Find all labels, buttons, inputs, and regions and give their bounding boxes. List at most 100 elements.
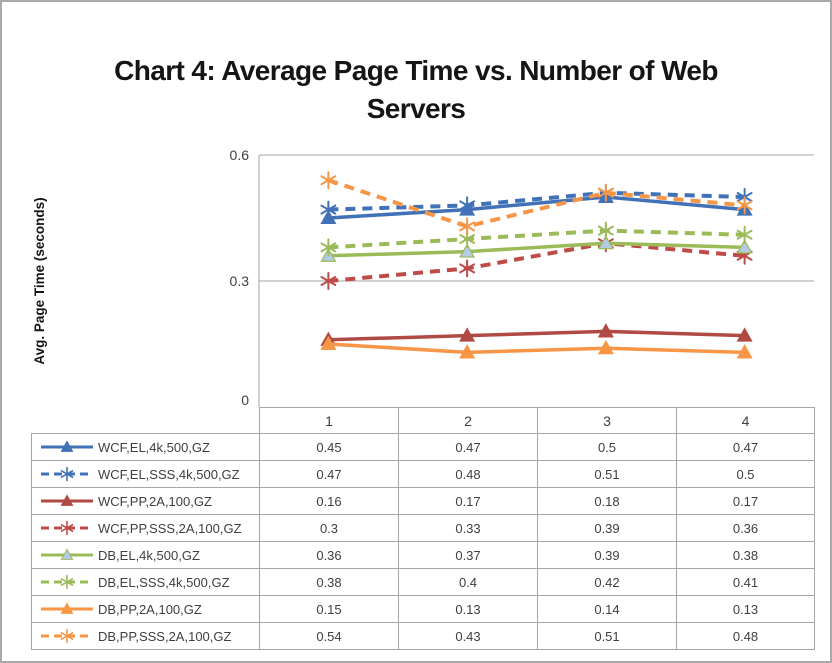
value-cell: 0.18 (537, 487, 677, 515)
asterisk-marker-icon (459, 221, 476, 232)
series-label-cell: WCF,EL,SSS,4k,500,GZ (31, 460, 260, 488)
y-tick-label: 0.6 (230, 147, 250, 163)
series-swatch-icon (41, 494, 93, 506)
asterisk-marker-icon (320, 276, 337, 286)
asterisk-marker-icon (320, 204, 337, 215)
asterisk-marker-icon (736, 200, 753, 211)
value-cell: 0.38 (676, 541, 815, 569)
triangle-marker-icon (736, 327, 753, 342)
triangle-marker-icon (60, 602, 74, 614)
value-cell: 0.51 (537, 460, 677, 488)
value-cell: 0.17 (676, 487, 815, 515)
triangle-marker-icon (597, 234, 614, 250)
value-cell: 0.51 (537, 622, 677, 650)
table-row: WCF,EL,SSS,4k,500,GZ 0.47 0.48 0.51 0.5 (31, 460, 815, 488)
table-row: DB,EL,SSS,4k,500,GZ 0.38 0.4 0.42 0.41 (31, 568, 815, 596)
table-row: DB,EL,4k,500,GZ 0.36 0.37 0.39 0.38 (31, 541, 815, 569)
triangle-marker-icon (459, 344, 476, 359)
value-cell: 0.14 (537, 595, 677, 623)
asterisk-marker-icon (60, 632, 74, 640)
series-name-label: WCF,EL,4k,500,GZ (98, 439, 210, 455)
series-label-cell: DB,PP,2A,100,GZ (31, 595, 260, 623)
asterisk-marker-icon (459, 200, 476, 211)
triangle-marker-icon (597, 323, 614, 338)
series-line (328, 228, 745, 250)
value-cell: 0.3 (259, 514, 399, 542)
series-name-label: DB,PP,SSS,2A,100,GZ (98, 628, 232, 644)
value-cell: 0.45 (259, 433, 399, 461)
y-tick-label: 0 (241, 392, 249, 408)
series-line (328, 241, 745, 283)
value-cell: 0.17 (398, 487, 538, 515)
value-cell: 0.5 (676, 460, 815, 488)
asterisk-marker-icon (60, 578, 74, 586)
category-label: 1 (259, 407, 399, 434)
value-cell: 0.39 (537, 541, 677, 569)
asterisk-marker-icon (459, 234, 476, 244)
series-swatch-icon (41, 602, 93, 614)
series-swatch-icon (41, 574, 93, 590)
series-label-cell: WCF,PP,SSS,2A,100,GZ (31, 514, 260, 542)
value-cell: 0.48 (398, 460, 538, 488)
series-line (327, 178, 745, 229)
series-swatch-icon (41, 466, 93, 482)
series-label-cell: DB,EL,SSS,4k,500,GZ (31, 568, 260, 596)
series-swatch-icon (41, 440, 93, 452)
chart-title-line-1: Chart 4: Average Page Time vs. Number of… (114, 55, 718, 86)
value-cell: 0.36 (259, 541, 399, 569)
value-cell: 0.41 (676, 568, 815, 596)
value-cell: 0.13 (676, 595, 815, 623)
series-name-label: DB,PP,2A,100,GZ (98, 601, 202, 617)
asterisk-marker-icon (60, 470, 74, 478)
asterisk-marker-icon (60, 524, 74, 532)
chart-data-table: 1 2 3 4 WCF,EL,4k,500,GZ 0.45 0.47 0.5 0.47 WCF,E… (31, 407, 815, 650)
value-cell: 0.54 (259, 622, 399, 650)
value-cell: 0.38 (259, 568, 399, 596)
category-label: 4 (676, 407, 815, 434)
series-label-cell: DB,PP,SSS,2A,100,GZ (31, 622, 260, 650)
series-label-cell: WCF,PP,2A,100,GZ (31, 487, 260, 515)
value-cell: 0.4 (398, 568, 538, 596)
asterisk-marker-icon (597, 225, 614, 236)
triangle-marker-icon (459, 327, 476, 342)
triangle-marker-icon (60, 548, 74, 560)
series-line (328, 190, 745, 212)
category-label: 3 (537, 407, 677, 434)
value-cell: 0.15 (259, 595, 399, 623)
asterisk-marker-icon (320, 242, 337, 253)
value-cell: 0.5 (537, 433, 677, 461)
value-cell: 0.48 (676, 622, 815, 650)
series-swatch-icon (41, 548, 93, 560)
table-row: DB,PP,SSS,2A,100,GZ 0.54 0.43 0.51 0.48 (31, 622, 815, 650)
series-name-label: DB,EL,SSS,4k,500,GZ (98, 574, 230, 590)
series-name-label: WCF,PP,SSS,2A,100,GZ (98, 520, 242, 536)
chart-title: Chart 4: Average Page Time vs. Number of… (2, 52, 830, 128)
table-row: WCF,PP,2A,100,GZ 0.16 0.17 0.18 0.17 (31, 487, 815, 515)
asterisk-marker-icon (736, 229, 753, 240)
triangle-marker-icon (60, 494, 74, 506)
value-cell: 0.43 (398, 622, 538, 650)
y-tick-label: 0.3 (230, 273, 250, 289)
asterisk-marker-icon (459, 263, 476, 274)
triangle-marker-icon (736, 239, 753, 254)
series-swatch-icon (41, 628, 93, 644)
value-cell: 0.47 (398, 433, 538, 461)
triangle-marker-icon (459, 243, 476, 258)
value-cell: 0.16 (259, 487, 399, 515)
triangle-marker-icon (60, 440, 74, 452)
series-line (326, 342, 747, 355)
series-name-label: WCF,PP,2A,100,GZ (98, 493, 212, 509)
value-cell: 0.42 (537, 568, 677, 596)
asterisk-marker-icon (597, 187, 614, 198)
value-cell: 0.33 (398, 514, 538, 542)
series-line (326, 195, 747, 220)
series-label-cell: DB,EL,4k,500,GZ (31, 541, 260, 569)
triangle-marker-icon (597, 339, 614, 355)
value-cell: 0.37 (398, 541, 538, 569)
table-row: WCF,PP,SSS,2A,100,GZ 0.3 0.33 0.39 0.36 (31, 514, 815, 542)
value-cell: 0.39 (537, 514, 677, 542)
chart-title-line-2: Servers (366, 93, 466, 124)
